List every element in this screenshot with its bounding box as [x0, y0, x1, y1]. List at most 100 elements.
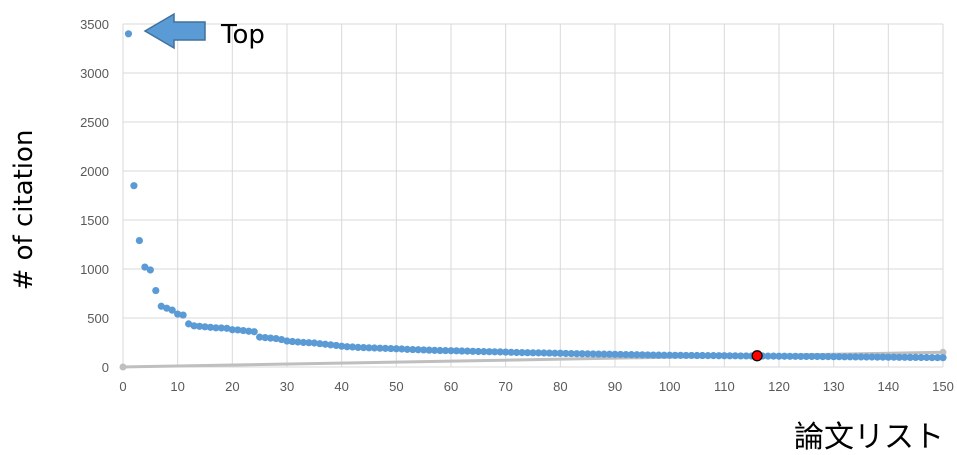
data-point [130, 182, 138, 190]
data-point [742, 352, 750, 360]
x-axis-label: 論文リスト [794, 420, 944, 455]
x-tick-label: 30 [280, 379, 294, 394]
x-tick-label: 130 [823, 379, 845, 394]
data-point [578, 350, 586, 358]
data-point [666, 351, 674, 359]
data-point [638, 351, 646, 359]
data-point [447, 347, 455, 355]
y-tick-label: 1500 [80, 213, 109, 228]
data-point [491, 348, 499, 356]
data-point [179, 311, 187, 319]
data-point [633, 351, 641, 359]
data-point [884, 353, 892, 361]
data-point [573, 350, 581, 358]
data-point [764, 352, 772, 360]
data-point [698, 351, 707, 360]
data-point [507, 348, 515, 356]
data-point [228, 326, 236, 334]
data-point [163, 304, 171, 312]
data-point [431, 346, 439, 354]
x-tick-label: 60 [444, 379, 458, 394]
x-tick-label: 150 [932, 379, 954, 394]
x-tick-label: 100 [659, 379, 681, 394]
data-point [141, 263, 149, 271]
data-point [868, 353, 876, 361]
data-point [682, 351, 690, 360]
data-point [277, 335, 286, 344]
data-point [359, 343, 368, 352]
data-point [720, 352, 728, 360]
x-axis-ticks: 0 10 20 30 40 50 60 70 80 90 100 110 120 130 140 150 [119, 379, 953, 394]
trendline-end-point [939, 348, 947, 356]
data-point [895, 353, 903, 361]
data-point [267, 334, 275, 342]
x-tick-label: 20 [225, 379, 239, 394]
data-point [737, 352, 745, 360]
data-point [513, 348, 521, 357]
data-point [480, 348, 488, 356]
data-point [174, 310, 182, 318]
data-point [261, 334, 269, 342]
data-point [551, 349, 559, 357]
y-tick-label: 0 [102, 360, 109, 375]
data-point [441, 347, 450, 355]
data-point [540, 349, 548, 357]
data-point [518, 348, 526, 357]
data-point [463, 347, 471, 355]
y-tick-label: 3000 [80, 66, 109, 81]
data-point [873, 353, 882, 361]
data-point [425, 346, 433, 354]
left-arrow-icon [143, 12, 206, 50]
data-point [338, 342, 346, 350]
data-point [485, 348, 493, 356]
y-tick-label: 3500 [80, 17, 109, 32]
data-point [469, 347, 477, 355]
data-point [841, 353, 849, 361]
data-point [414, 346, 422, 354]
data-point [693, 351, 701, 360]
data-point [890, 353, 898, 361]
y-axis-label: # of citation [9, 130, 39, 291]
data-point [687, 351, 696, 360]
data-point [928, 353, 936, 362]
data-point [152, 286, 160, 295]
data-point [819, 353, 827, 361]
data-point [611, 350, 619, 358]
data-point [595, 350, 603, 358]
data-point [655, 351, 663, 359]
y-tick-label: 1000 [80, 262, 109, 277]
data-point [376, 344, 384, 352]
data-point [496, 348, 504, 356]
data-point [256, 333, 264, 341]
data-point [605, 350, 614, 358]
data-point [791, 352, 800, 360]
data-point [906, 353, 914, 361]
grid-lines [122, 23, 944, 368]
data-point [135, 236, 143, 245]
data-point [622, 350, 630, 359]
data-point [250, 328, 258, 336]
data-point [398, 345, 406, 353]
x-tick-label: 120 [768, 379, 790, 394]
data-point [387, 344, 395, 353]
data-point [381, 344, 389, 352]
data-point [912, 353, 920, 361]
data-point [195, 322, 204, 330]
data-point [677, 351, 685, 359]
data-point [769, 352, 778, 360]
top-annotation-label: Top [220, 20, 265, 50]
highlighted-point [751, 350, 763, 362]
data-point [343, 343, 351, 351]
data-point [715, 352, 723, 360]
data-point [813, 352, 821, 361]
data-point [616, 350, 625, 359]
data-point [731, 352, 739, 360]
data-point [223, 324, 231, 332]
y-tick-label: 2500 [80, 115, 109, 130]
data-point [349, 343, 357, 351]
x-tick-label: 40 [334, 379, 348, 394]
data-point [321, 340, 329, 348]
data-point [786, 352, 794, 360]
data-point [933, 353, 942, 362]
data-point [272, 334, 280, 343]
